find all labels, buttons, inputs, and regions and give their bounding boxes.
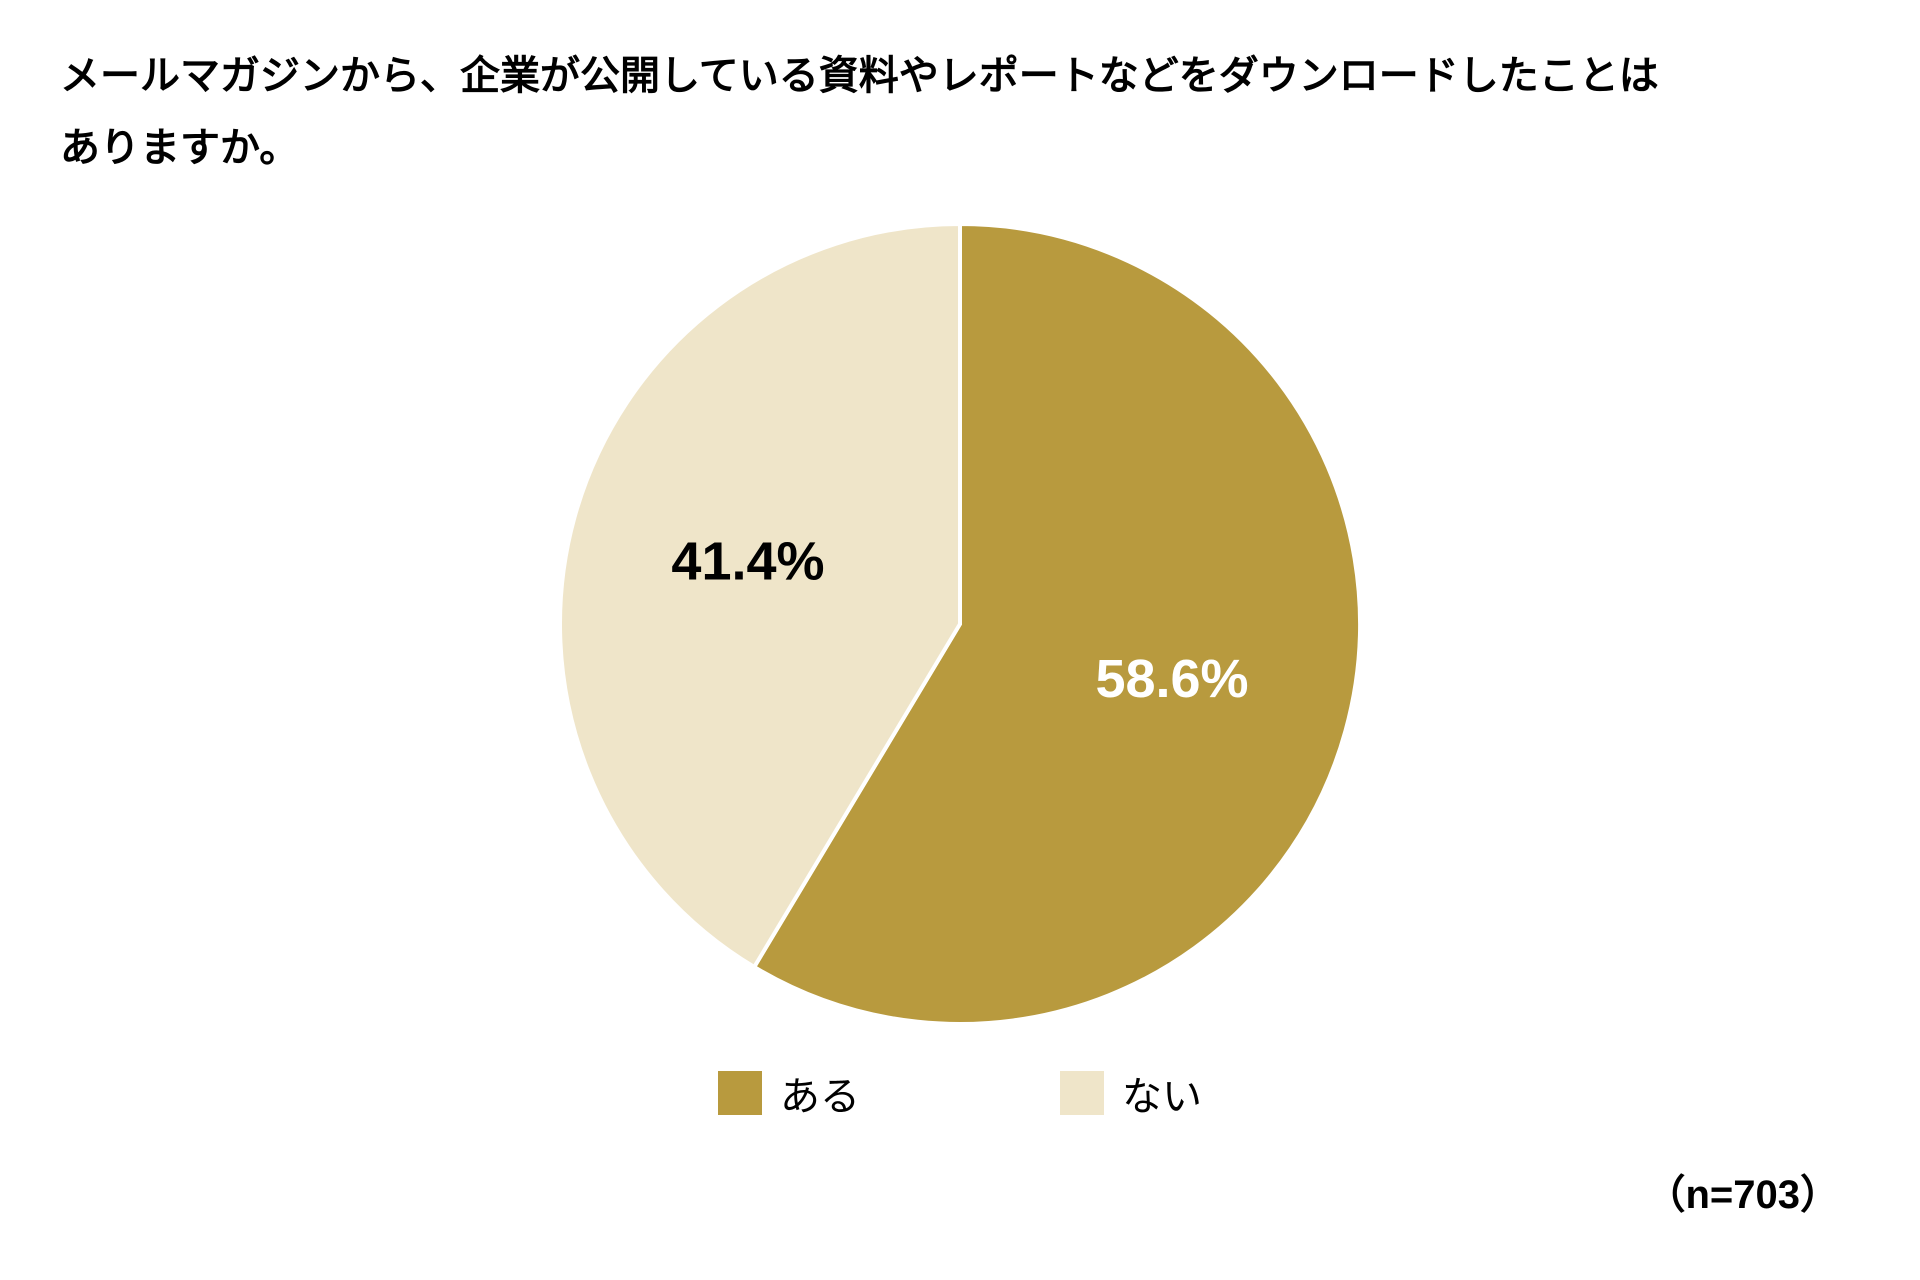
chart-title-line1: メールマガジンから、企業が公開している資料やレポートなどをダウンロードしたことは [60,40,1860,112]
chart-title: メールマガジンから、企業が公開している資料やレポートなどをダウンロードしたことは… [60,40,1860,184]
chart-title-line2: ありますか。 [60,112,1860,184]
chart-legend: ある ない [60,1064,1860,1122]
pie-chart: 58.6% 41.4% [560,224,1360,1024]
legend-swatch-aru [718,1071,762,1115]
legend-swatch-nai [1060,1071,1104,1115]
sample-size-note: （n=703） [1645,1162,1840,1220]
pie-slice-label: 58.6% [1095,649,1248,709]
legend-item-nai: ない [1060,1064,1202,1122]
legend-label-aru: ある [780,1064,860,1122]
pie-chart-container: 58.6% 41.4% [60,224,1860,1024]
legend-label-nai: ない [1122,1064,1202,1122]
legend-item-aru: ある [718,1064,860,1122]
pie-slice-label: 41.4% [671,532,824,592]
